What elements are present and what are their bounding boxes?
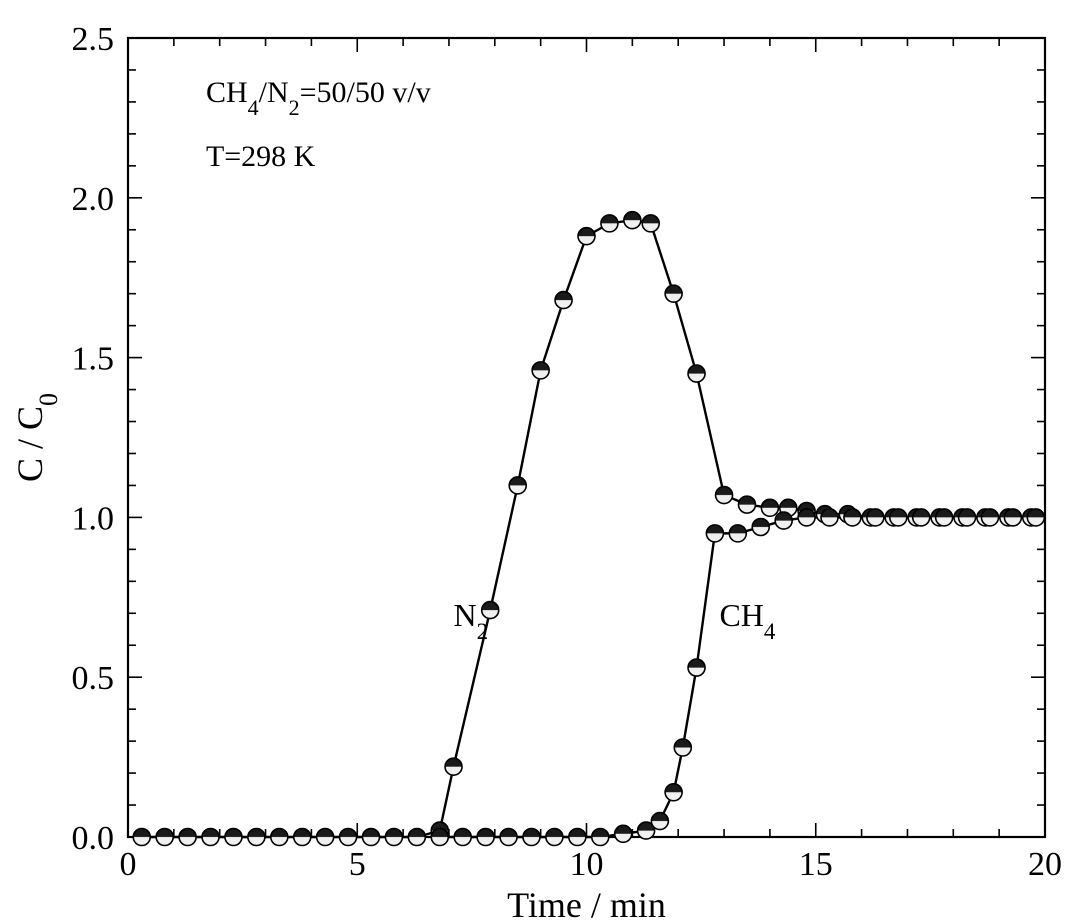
x-tick-label: 0 — [120, 846, 137, 883]
y-tick-label: 1.0 — [72, 500, 115, 537]
x-tick-label: 10 — [570, 846, 604, 883]
marker-N2 — [294, 829, 311, 846]
x-axis-label: Time / min — [507, 885, 666, 922]
marker-CH4 — [706, 525, 723, 542]
marker-CH4 — [454, 829, 471, 846]
y-tick-label: 2.0 — [72, 181, 115, 218]
marker-N2 — [624, 212, 641, 229]
marker-N2 — [482, 602, 499, 619]
marker-N2 — [133, 829, 150, 846]
chart-svg: 051015200.00.51.01.52.02.5Time / minC / … — [0, 0, 1067, 922]
marker-N2 — [363, 829, 380, 846]
marker-N2 — [738, 496, 755, 513]
marker-N2 — [248, 829, 265, 846]
marker-N2 — [156, 829, 173, 846]
marker-N2 — [761, 499, 778, 516]
chart-container: 051015200.00.51.01.52.02.5Time / minC / … — [0, 0, 1067, 922]
marker-N2 — [271, 829, 288, 846]
marker-N2 — [578, 228, 595, 245]
marker-CH4 — [867, 509, 884, 526]
marker-CH4 — [500, 829, 517, 846]
marker-CH4 — [651, 813, 668, 830]
marker-N2 — [601, 215, 618, 232]
marker-N2 — [509, 477, 526, 494]
marker-CH4 — [913, 509, 930, 526]
marker-N2 — [340, 829, 357, 846]
marker-CH4 — [844, 509, 861, 526]
marker-N2 — [532, 362, 549, 379]
marker-CH4 — [674, 739, 691, 756]
marker-N2 — [408, 829, 425, 846]
chart-bg — [0, 0, 1067, 922]
marker-CH4 — [431, 829, 448, 846]
marker-CH4 — [752, 518, 769, 535]
marker-N2 — [225, 829, 242, 846]
marker-N2 — [317, 829, 334, 846]
marker-N2 — [202, 829, 219, 846]
marker-CH4 — [775, 512, 792, 529]
marker-N2 — [445, 758, 462, 775]
marker-CH4 — [569, 829, 586, 846]
marker-CH4 — [798, 509, 815, 526]
marker-CH4 — [981, 509, 998, 526]
marker-CH4 — [729, 525, 746, 542]
y-tick-label: 0.0 — [72, 820, 115, 857]
marker-CH4 — [546, 829, 563, 846]
marker-CH4 — [890, 509, 907, 526]
marker-CH4 — [688, 659, 705, 676]
y-tick-label: 2.5 — [72, 21, 115, 58]
marker-CH4 — [615, 825, 632, 842]
y-tick-label: 1.5 — [72, 341, 115, 378]
marker-CH4 — [477, 829, 494, 846]
y-tick-label: 0.5 — [72, 660, 115, 697]
marker-N2 — [688, 365, 705, 382]
marker-N2 — [665, 285, 682, 302]
x-tick-label: 5 — [349, 846, 366, 883]
x-tick-label: 15 — [799, 846, 833, 883]
x-tick-label: 20 — [1028, 846, 1062, 883]
marker-CH4 — [1004, 509, 1021, 526]
marker-CH4 — [523, 829, 540, 846]
marker-N2 — [555, 292, 572, 309]
marker-N2 — [716, 487, 733, 504]
marker-N2 — [642, 215, 659, 232]
marker-CH4 — [1027, 509, 1044, 526]
marker-CH4 — [959, 509, 976, 526]
marker-CH4 — [936, 509, 953, 526]
annotation-1: T=298 K — [206, 140, 316, 173]
marker-CH4 — [592, 829, 609, 846]
marker-N2 — [179, 829, 196, 846]
marker-CH4 — [821, 509, 838, 526]
marker-CH4 — [665, 784, 682, 801]
marker-N2 — [385, 829, 402, 846]
